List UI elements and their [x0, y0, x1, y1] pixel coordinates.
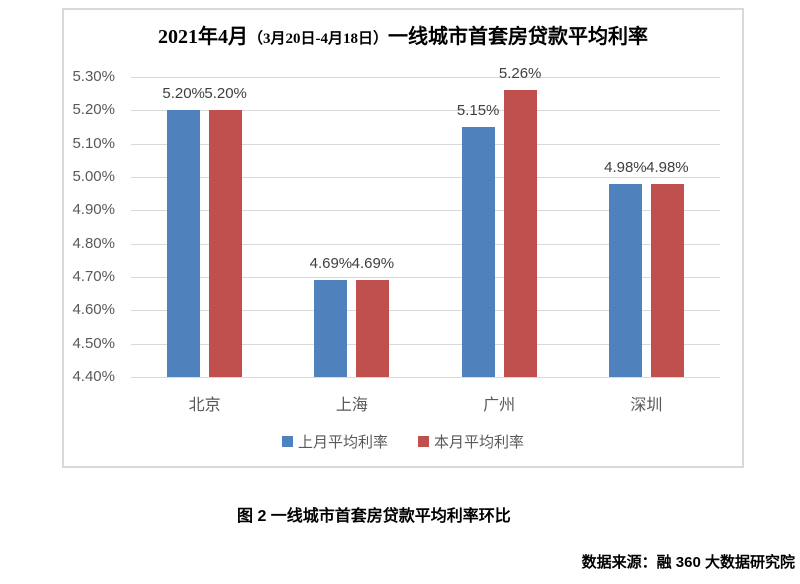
- y-axis-tick-label: 4.70%: [72, 268, 115, 285]
- y-axis-tick-label: 4.90%: [72, 201, 115, 219]
- bar: [650, 183, 684, 377]
- bar: [503, 90, 537, 377]
- y-axis-tick-label: 5.20%: [72, 101, 115, 119]
- bar: [167, 110, 201, 377]
- bar-value-label: 4.98%: [604, 158, 647, 176]
- chart-title-date-range: （3月20日-4月18日）: [248, 31, 388, 47]
- y-gridline: [131, 343, 720, 345]
- y-gridline: [131, 77, 720, 78]
- bar: [356, 280, 390, 377]
- chart-legend: 上月平均利率 本月平均利率: [64, 431, 742, 452]
- figure-caption: 图 2 一线城市首套房贷款平均利率环比: [237, 508, 511, 525]
- chart-title-main-1: 2021年4月: [158, 26, 248, 48]
- bar: [209, 110, 243, 377]
- data-source-label: 数据来源：融 360 大数据研究院: [581, 554, 795, 571]
- legend-item: 本月平均利率: [418, 431, 524, 452]
- legend-swatch-icon: [281, 436, 293, 447]
- y-gridline: [131, 377, 720, 378]
- bar-value-label: 5.15%: [456, 102, 500, 119]
- bar: [608, 183, 642, 377]
- x-axis-category-label: 深圳: [630, 397, 663, 414]
- y-axis-tick-label: 4.80%: [72, 234, 115, 252]
- y-axis-tick-label: 5.10%: [72, 134, 115, 152]
- y-gridline: [131, 277, 720, 278]
- y-axis-tick-label: 5.30%: [72, 68, 115, 85]
- chart-frame: 2021年4月（3月20日-4月18日）一线城市首套房贷款平均利率 上月平均利率…: [62, 8, 744, 468]
- y-gridline: [131, 210, 720, 212]
- y-axis-tick-label: 4.50%: [72, 334, 115, 352]
- x-axis-category-label: 上海: [335, 397, 368, 414]
- y-gridline: [131, 177, 720, 178]
- y-gridline: [131, 143, 720, 145]
- legend-swatch-icon: [418, 436, 429, 447]
- x-axis-category-label: 北京: [188, 397, 221, 414]
- bar-value-label: 5.20%: [204, 85, 247, 103]
- chart-title-main-2: 一线城市首套房贷款平均利率: [388, 26, 648, 48]
- bar: [314, 280, 348, 377]
- legend-item-label: 上月平均利率: [297, 434, 388, 451]
- bar-value-label: 4.69%: [351, 255, 395, 273]
- y-axis-tick-label: 4.40%: [72, 368, 115, 385]
- y-gridline: [131, 243, 720, 245]
- bar-value-label: 5.20%: [162, 85, 205, 103]
- bar-value-label: 4.69%: [309, 255, 353, 273]
- bar-value-label: 4.98%: [646, 158, 689, 176]
- legend-item-label: 本月平均利率: [434, 434, 525, 451]
- y-gridline: [131, 310, 720, 312]
- x-axis-category-label: 广州: [483, 397, 516, 414]
- legend-item: 上月平均利率: [281, 431, 388, 452]
- y-axis-tick-label: 5.00%: [72, 168, 115, 185]
- y-axis-tick-label: 4.60%: [72, 301, 115, 319]
- chart-title: 2021年4月（3月20日-4月18日）一线城市首套房贷款平均利率: [64, 20, 742, 49]
- y-gridline: [131, 110, 720, 112]
- bar: [461, 127, 495, 377]
- bar-value-label: 5.26%: [498, 65, 542, 83]
